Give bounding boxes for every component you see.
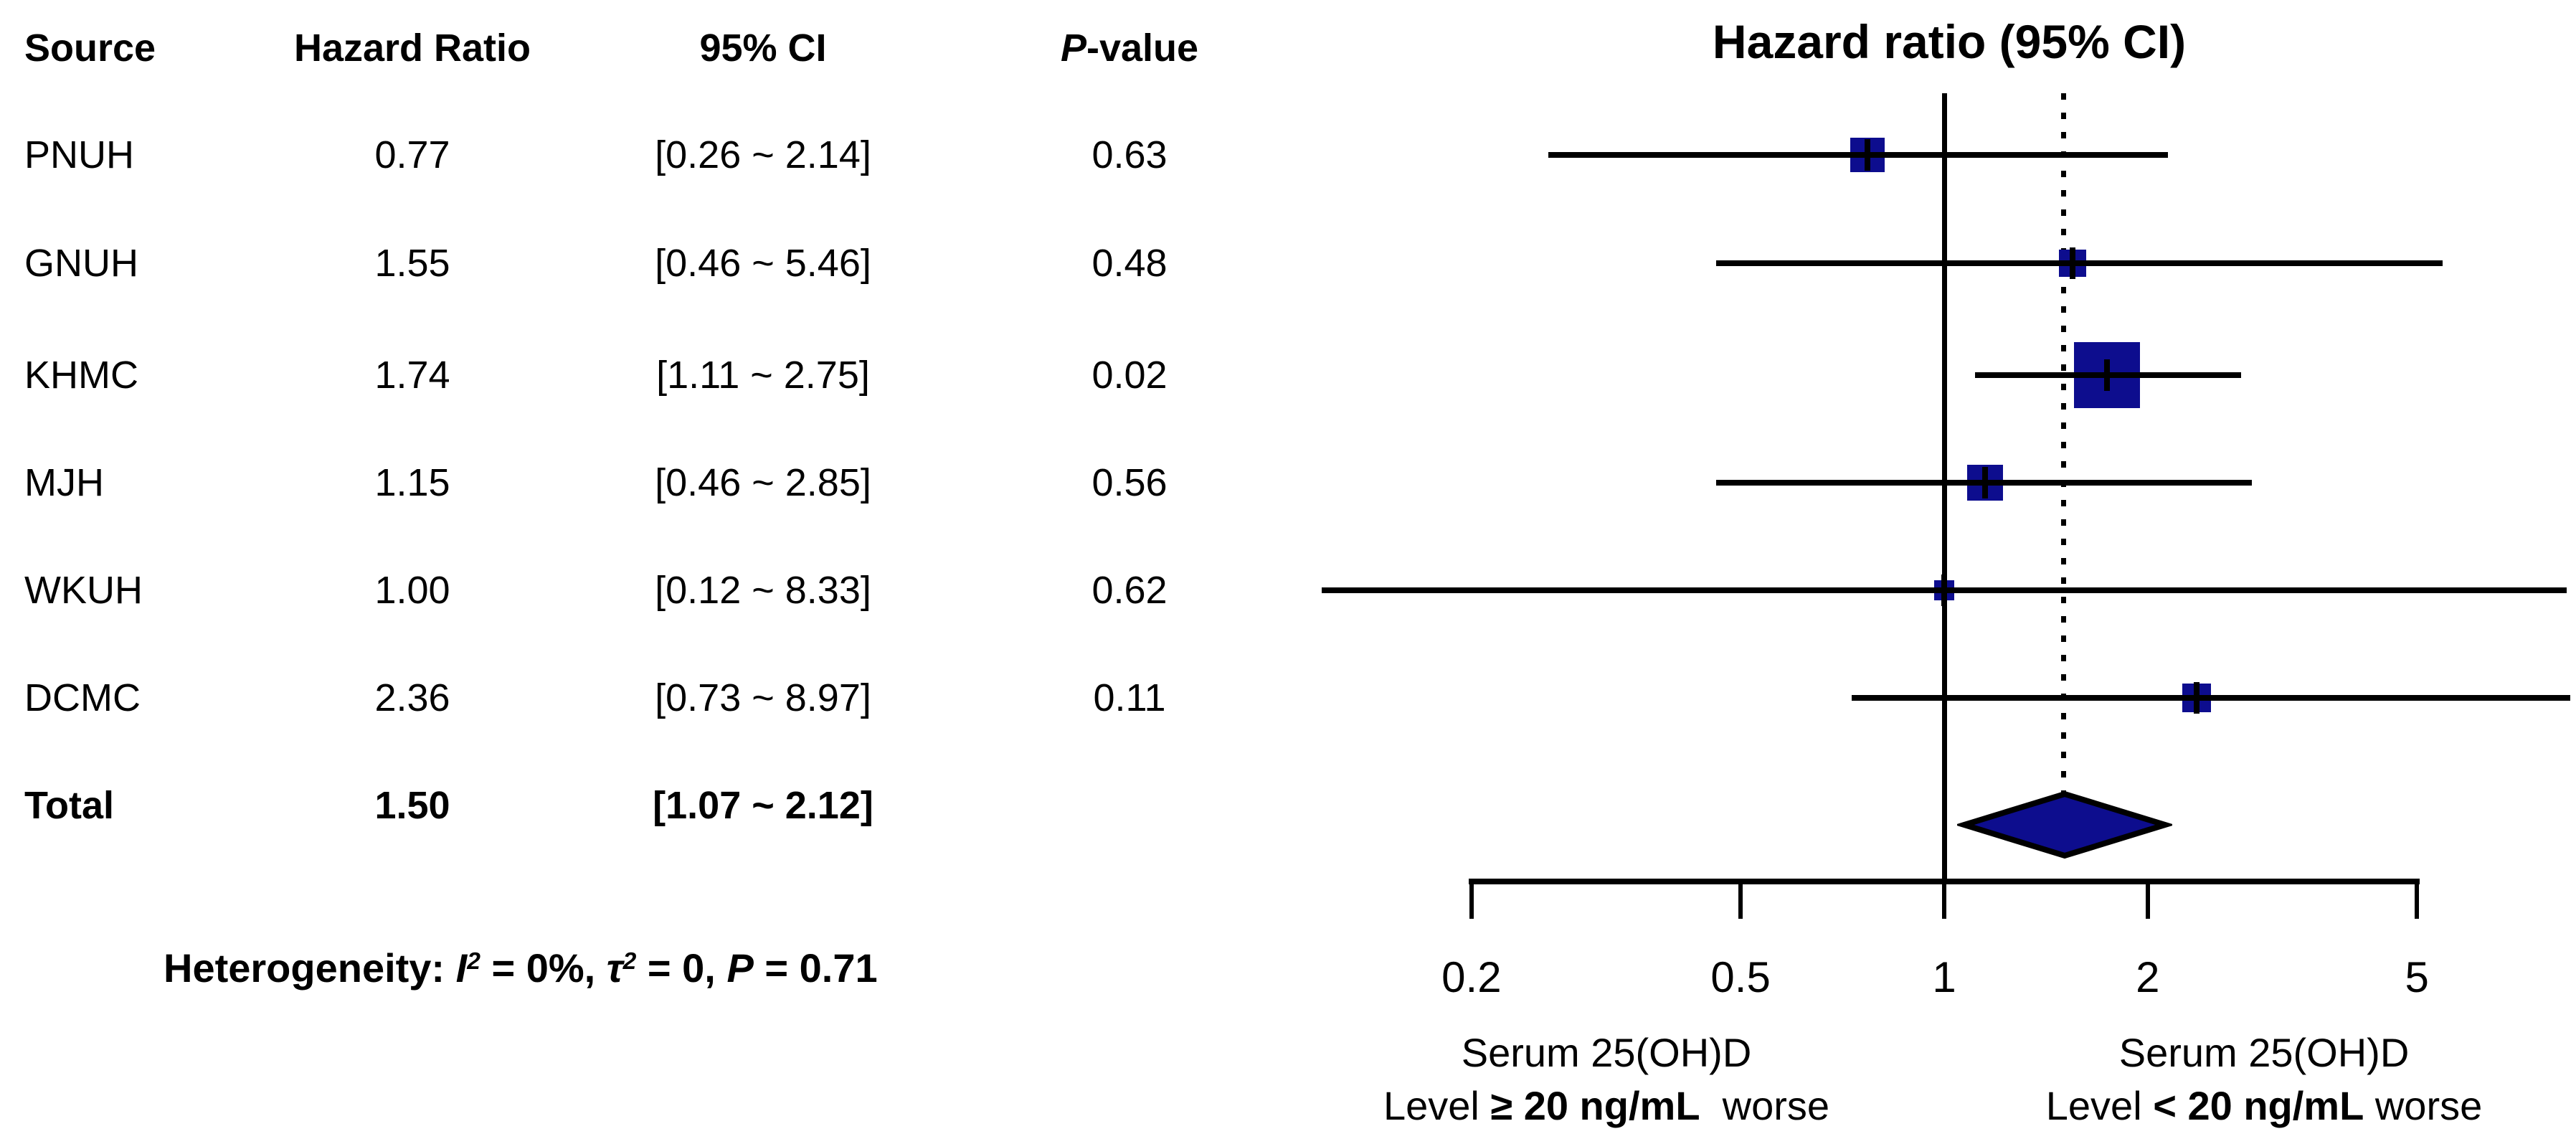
- total-hr-cell: 1.50: [374, 784, 450, 827]
- source-cell: PNUH: [24, 133, 135, 176]
- heterogeneity-note: Heterogeneity: I2 = 0%, τ2 = 0, P = 0.71: [164, 948, 878, 988]
- point-estimate-tick-WKUH: [1941, 575, 1947, 606]
- ci-cell: [0.73 ~ 8.97]: [655, 676, 871, 719]
- total-source-cell: Total: [24, 784, 114, 827]
- footnote-right-line2: Level < 20 ng/mL worse: [2046, 1086, 2482, 1126]
- footnote-left-line2: Level ≥ 20 ng/mL worse: [1383, 1086, 1829, 1126]
- footnote-left-line1: Serum 25(OH)D: [1461, 1030, 1752, 1075]
- axis-tick-1: [1942, 879, 1946, 919]
- heterogeneity-note-seg: τ: [606, 945, 623, 991]
- source-cell: MJH: [24, 461, 104, 504]
- table-header-hazard-ratio: Hazard Ratio: [293, 27, 531, 70]
- hr-cell: 1.00: [374, 569, 450, 612]
- footnote-left-line2-seg: ≥ 20 ng/mL: [1490, 1083, 1700, 1128]
- ci-cell: [0.12 ~ 8.33]: [655, 569, 871, 612]
- hr-cell: 1.74: [374, 354, 450, 397]
- pvalue-cell: 0.02: [1092, 354, 1168, 397]
- heterogeneity-note-seg: 2: [622, 947, 637, 975]
- table-header-pvalue-seg: -value: [1086, 27, 1199, 70]
- point-estimate-tick-MJH: [1982, 467, 1989, 498]
- table-header-pvalue: P-value: [1061, 29, 1198, 67]
- source-cell: DCMC: [24, 676, 141, 719]
- footnote-right-line2-seg: Level: [2045, 1083, 2154, 1128]
- axis-tick-5: [2415, 879, 2420, 919]
- ci-cell: [1.11 ~ 2.75]: [656, 354, 870, 397]
- point-estimate-tick-GNUH: [2070, 247, 2076, 279]
- axis-tick-2: [2145, 879, 2150, 919]
- point-estimate-tick-PNUH: [1864, 139, 1870, 171]
- footnote-right-line2-seg: < 20 ng/mL: [2153, 1083, 2364, 1128]
- footnote-right-line2-seg: worse: [2364, 1083, 2483, 1128]
- heterogeneity-note-seg: Heterogeneity:: [164, 945, 456, 991]
- footnote-left-line2-seg: Level: [1383, 1083, 1491, 1128]
- pvalue-cell: 0.62: [1092, 569, 1168, 612]
- source-cell: KHMC: [24, 354, 138, 397]
- heterogeneity-note-seg: I: [455, 945, 468, 991]
- heterogeneity-note-seg: = 0%,: [480, 945, 607, 991]
- heterogeneity-note-seg: P: [726, 945, 754, 991]
- hr-cell: 2.36: [374, 676, 450, 719]
- footnote-right-line1: Serum 25(OH)D: [2118, 1030, 2410, 1075]
- pvalue-cell: 0.11: [1093, 676, 1166, 719]
- heterogeneity-note-seg: 2: [467, 947, 480, 975]
- point-estimate-tick-KHMC: [2103, 359, 2110, 391]
- source-cell: GNUH: [24, 242, 138, 285]
- axis-tick-label-0.2: 0.2: [1441, 953, 1502, 1001]
- point-estimate-tick-DCMC: [2193, 682, 2199, 714]
- ci-line-DCMC: [1852, 695, 2570, 701]
- pooled-diamond-shape: [1956, 790, 2172, 859]
- source-cell: WKUH: [24, 569, 143, 612]
- hr-cell: 1.55: [374, 242, 450, 285]
- table-header-pvalue-seg: P: [1060, 27, 1086, 70]
- ci-line-PNUH: [1548, 152, 2168, 158]
- total-ci-cell: [1.07 ~ 2.12]: [653, 784, 873, 827]
- axis-tick-label-2: 2: [2136, 953, 2160, 1001]
- plot-title: Hazard ratio (95% CI): [1712, 15, 2187, 68]
- ci-line-GNUH: [1715, 260, 2443, 266]
- pvalue-cell: 0.48: [1092, 242, 1168, 285]
- hr-cell: 0.77: [374, 133, 450, 176]
- axis-tick-0.2: [1469, 879, 1474, 919]
- pooled-estimate-dotted-line: [2060, 93, 2066, 794]
- heterogeneity-note-seg: = 0,: [636, 945, 727, 991]
- footnote-left-line2-seg: worse: [1700, 1083, 1830, 1128]
- table-header-source: Source: [24, 27, 156, 70]
- axis-tick-label-5: 5: [2405, 953, 2429, 1001]
- axis-tick-label-1: 1: [1932, 953, 1956, 1001]
- ci-cell: [0.46 ~ 5.46]: [655, 242, 871, 285]
- table-header-ci: 95% CI: [699, 27, 827, 70]
- pvalue-cell: 0.56: [1092, 461, 1168, 504]
- reference-line-hr1: [1941, 93, 1947, 879]
- ci-cell: [0.26 ~ 2.14]: [655, 133, 871, 176]
- axis-tick-label-0.5: 0.5: [1710, 953, 1771, 1001]
- axis-tick-0.5: [1738, 879, 1743, 919]
- heterogeneity-note-seg: = 0.71: [753, 945, 878, 991]
- pooled-diamond: [1956, 790, 2172, 859]
- ci-cell: [0.46 ~ 2.85]: [655, 461, 871, 504]
- pvalue-cell: 0.63: [1092, 133, 1168, 176]
- hr-cell: 1.15: [374, 461, 450, 504]
